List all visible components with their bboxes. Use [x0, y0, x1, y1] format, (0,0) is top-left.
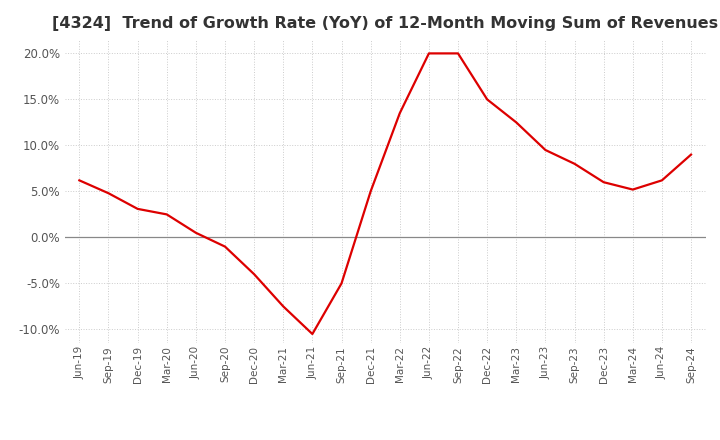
Title: [4324]  Trend of Growth Rate (YoY) of 12-Month Moving Sum of Revenues: [4324] Trend of Growth Rate (YoY) of 12-…	[52, 16, 719, 32]
